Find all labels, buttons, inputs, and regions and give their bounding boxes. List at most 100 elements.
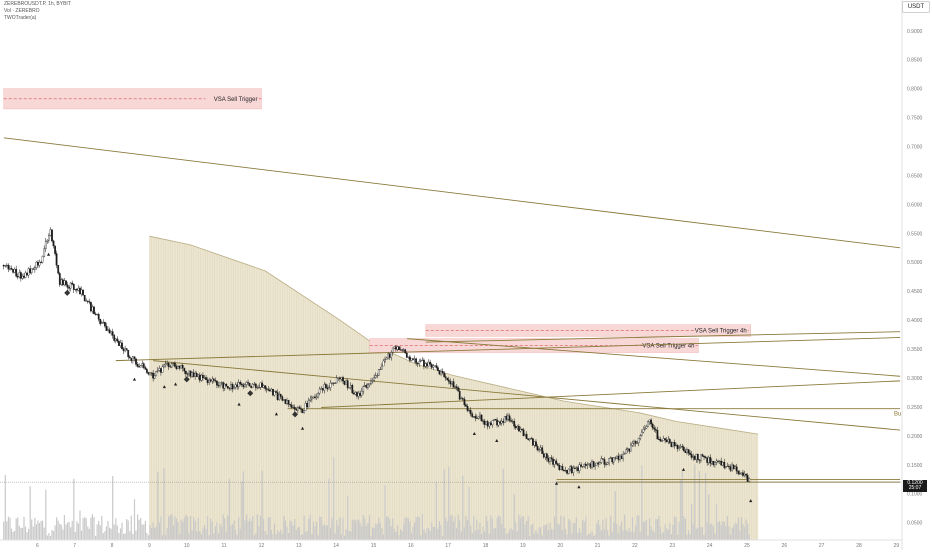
candle-body [710, 461, 713, 464]
candle-body [233, 387, 235, 390]
volume-bar [144, 521, 146, 540]
candle-body [180, 365, 182, 369]
candle-body [362, 386, 365, 392]
volume-bar [359, 522, 361, 540]
candle-body [511, 421, 514, 422]
candle-body [405, 352, 408, 358]
volume-bar [378, 517, 380, 540]
volume-bar [487, 520, 489, 540]
volume-bar [547, 530, 549, 540]
volume-bar [73, 478, 75, 540]
candle-body [423, 359, 425, 367]
volume-bar [412, 526, 414, 540]
volume-bar [18, 525, 20, 540]
volume-bar [728, 526, 730, 540]
volume-bar [42, 520, 44, 540]
quote-currency-button[interactable]: USDT [902, 1, 930, 13]
volume-bar [239, 528, 241, 540]
candle-body [66, 284, 69, 288]
candle-body [212, 378, 215, 381]
candle-body [37, 261, 39, 266]
volume-bar [68, 521, 70, 540]
volume-bar [508, 529, 511, 540]
candle-body [577, 467, 579, 471]
volume-bar [659, 527, 662, 540]
y-tick-label: 0.4500 [907, 289, 923, 295]
volume-bar [591, 531, 593, 540]
volume-bar [350, 531, 352, 540]
volume-bar [112, 476, 114, 540]
volume-bar [46, 535, 48, 540]
volume-bar [733, 525, 735, 540]
volume-bar [323, 524, 325, 540]
candle-body [48, 235, 50, 241]
vsa-zone-label: VSA Sell Trigger 4h [695, 329, 747, 335]
candle-body [488, 422, 491, 427]
volume-bar [121, 522, 123, 540]
volume-bar [119, 528, 122, 540]
candle-body [715, 460, 718, 463]
volume-bar [695, 528, 697, 540]
volume-bar [466, 519, 469, 540]
candle-body [544, 453, 547, 458]
candle-body [620, 455, 623, 459]
volume-bar [499, 516, 501, 540]
signal-diamond [64, 289, 71, 296]
candle-body [41, 256, 44, 263]
candle-body [746, 475, 749, 482]
candle-body [52, 240, 55, 247]
volume-bar [168, 516, 170, 540]
volume-bar [529, 536, 531, 540]
volume-bar [358, 519, 360, 540]
volume-bar [418, 517, 420, 540]
candle-body [435, 365, 438, 368]
volume-bar [71, 520, 73, 540]
vsa-zone-label-bg [694, 326, 748, 335]
candle-body [55, 253, 58, 266]
volume-bar [60, 524, 62, 540]
candle-body [188, 370, 190, 375]
candle-body [211, 378, 214, 382]
candle-body [514, 426, 517, 429]
candle-body [693, 456, 696, 460]
volume-legend[interactable]: Vol · ZEREBRO [4, 8, 40, 14]
volume-bar [415, 517, 417, 540]
volume-bar [65, 524, 67, 540]
candle-body [376, 375, 379, 377]
candle-body [247, 382, 249, 384]
candle-body [491, 420, 494, 426]
volume-bar [460, 531, 462, 540]
volume-bar [281, 533, 283, 540]
y-tick-label: 0.8000 [907, 87, 923, 93]
volume-bar [40, 520, 42, 540]
signal-triangle [749, 499, 753, 503]
volume-bar [314, 526, 316, 540]
candle-body [332, 382, 335, 384]
candle-body [721, 462, 724, 466]
candle-body [717, 460, 719, 462]
indicator-legend[interactable]: TWOTrader(a) [4, 15, 37, 21]
x-tick-label: 11 [221, 543, 226, 549]
candle-body [743, 474, 746, 476]
candle-body [156, 370, 159, 372]
volume-bar [155, 526, 157, 540]
volume-bar [505, 534, 507, 540]
candle-body [507, 415, 509, 420]
y-tick-label: 0.1500 [907, 463, 923, 469]
candle-body [673, 442, 676, 446]
candle-body [612, 457, 615, 463]
volume-bar [130, 515, 132, 540]
candle-body [349, 385, 352, 388]
volume-bar [504, 527, 506, 540]
candle-body [220, 382, 223, 384]
candle-body [283, 399, 285, 401]
volume-bar [448, 466, 450, 540]
candle-body [251, 383, 254, 388]
candle-body [15, 268, 18, 277]
volume-bar [177, 522, 179, 540]
symbol-legend[interactable]: ZEREBROUSDT.P, 1h, BYBIT [4, 1, 71, 7]
volume-bar [532, 524, 534, 540]
candle-body [91, 306, 94, 312]
